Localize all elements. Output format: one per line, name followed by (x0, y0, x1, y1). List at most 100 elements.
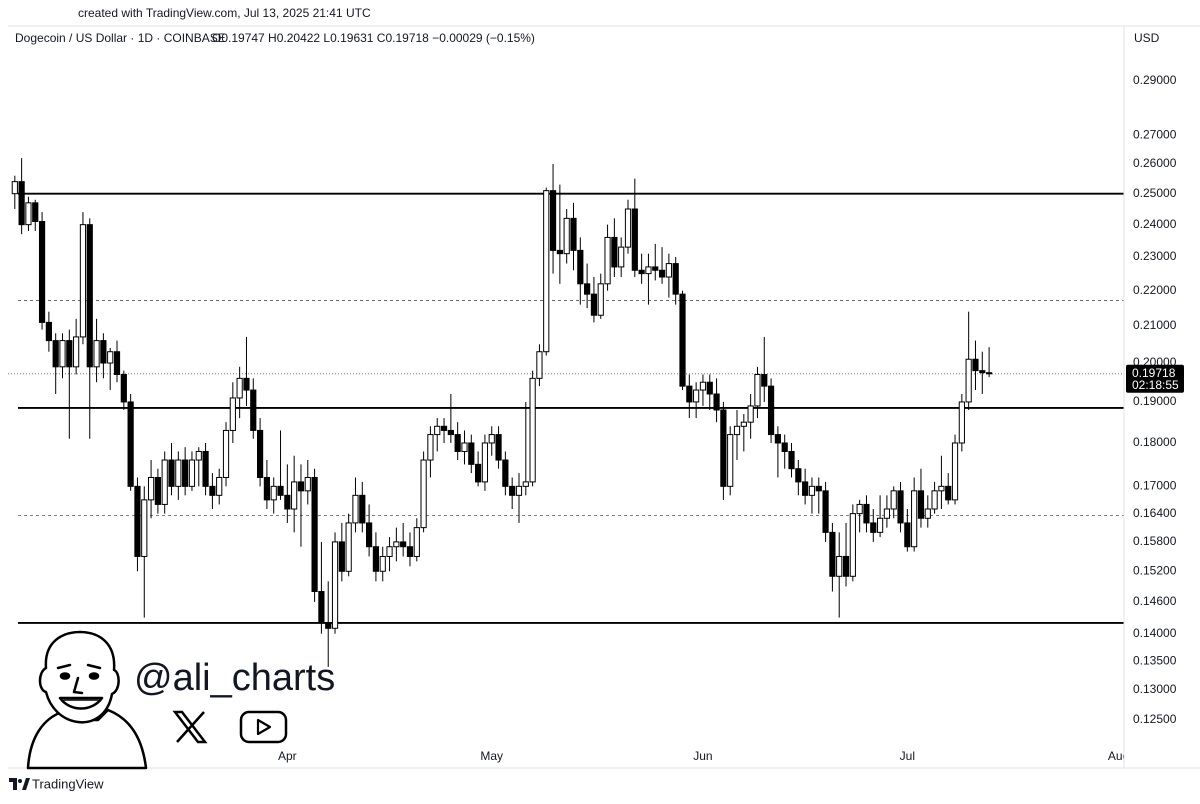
candle-body (236, 377, 243, 399)
candle-body (836, 555, 843, 577)
y-tick-label: 0.23000 (1133, 249, 1177, 263)
candle-body (229, 397, 236, 431)
candle-body (618, 246, 625, 268)
candle-body (372, 546, 380, 572)
candle-body (876, 517, 884, 533)
x-tick-label: Apr (278, 749, 297, 763)
candle-body (624, 208, 632, 248)
candle-body (665, 263, 672, 278)
candle-body (209, 485, 216, 496)
currency: USD (1134, 31, 1160, 45)
brand-logo-part (9, 778, 17, 790)
candle-body (563, 217, 570, 255)
credit: created with TradingView.com, Jul 13, 20… (78, 6, 371, 20)
candle-body (141, 499, 148, 557)
candle-body (774, 434, 781, 444)
candle-body (447, 429, 454, 436)
candle-body (284, 494, 291, 510)
last-price-box (1126, 364, 1184, 393)
candle-body (107, 351, 114, 364)
candle-body (222, 429, 230, 478)
candle-body (277, 485, 284, 496)
chart-title: Dogecoin / US Dollar · 1D · COINBASE (15, 31, 226, 45)
candle-body (529, 377, 536, 483)
candle-body (972, 358, 979, 372)
candle-body (468, 442, 475, 465)
y-axis: 0.29000 0.27000 0.26000 0.25000 0.24000 0.230… (1126, 73, 1184, 726)
candle-body (761, 373, 768, 387)
candle-body (767, 385, 775, 436)
candle-body (311, 476, 318, 593)
candle-body (304, 476, 311, 492)
y-tick-label: 0.21000 (1133, 318, 1177, 332)
candle-body (32, 202, 39, 223)
candle-body (93, 340, 100, 368)
x-logo (172, 710, 208, 744)
candle-body (849, 513, 856, 577)
candle-body (331, 541, 339, 629)
avatar-brows (56, 663, 102, 670)
candle-body (890, 490, 897, 510)
candle-body (577, 249, 584, 285)
candle-body (604, 236, 611, 285)
candle-body (951, 442, 959, 501)
candle-body (188, 459, 196, 487)
candle-body (345, 522, 352, 572)
x-tick-label: May (480, 749, 503, 763)
price-axis-bg (1124, 26, 1200, 768)
avatar-nose (72, 676, 84, 695)
candle-body (924, 508, 931, 519)
brand-logo-part (22, 778, 30, 790)
ohlc-legend: O0.19747 H0.20422 L0.19631 C0.19718 −0.0… (212, 31, 535, 45)
candle-body (127, 401, 134, 487)
candle-body (699, 381, 707, 391)
candle-body (747, 405, 754, 423)
candle-body (985, 372, 993, 375)
x-logo-stroke (176, 711, 205, 743)
candle-body (556, 249, 563, 255)
candle-body (495, 434, 502, 461)
candle-body (359, 494, 366, 524)
candle-body (352, 494, 359, 524)
candle-body (250, 389, 257, 431)
candle-body (822, 490, 829, 533)
countdown-label: 02:18:55 (1132, 378, 1179, 392)
price-axis (1123, 26, 1200, 768)
brand-logo (9, 778, 30, 790)
candle-body (706, 381, 713, 395)
candle-body (45, 321, 52, 342)
candle-body (502, 459, 509, 487)
candle-body (147, 476, 155, 501)
candle-body (216, 476, 223, 496)
candle-body (883, 508, 891, 519)
watermark: @ali_charts (134, 657, 335, 699)
y-tick-label: 0.26000 (1133, 156, 1177, 170)
youtube-logo (239, 710, 288, 744)
candle-body (393, 541, 400, 548)
candle-body (802, 481, 809, 496)
candle-body (597, 283, 604, 316)
candle-body (113, 351, 121, 375)
candle-body (842, 555, 850, 577)
candle-body (781, 442, 788, 452)
candle-body (693, 389, 700, 403)
y-tick-label: 0.29000 (1133, 73, 1177, 87)
brand: TradingView (32, 776, 104, 791)
candle-body (79, 224, 87, 338)
candle-body (584, 283, 591, 295)
candle-body (543, 190, 550, 353)
avatar (26, 630, 148, 770)
y-tick-label: 0.17000 (1133, 479, 1177, 493)
y-tick-label: 0.14600 (1133, 594, 1177, 608)
candle-body (590, 293, 598, 316)
avatar-eye (88, 672, 100, 680)
candle-body (938, 485, 945, 492)
candle-body (829, 531, 836, 577)
candle-body (917, 490, 925, 519)
candle-body (434, 425, 441, 436)
candle-body (945, 485, 952, 501)
candle-body (815, 485, 822, 492)
candle-body (120, 373, 127, 403)
candle-body (733, 425, 741, 436)
